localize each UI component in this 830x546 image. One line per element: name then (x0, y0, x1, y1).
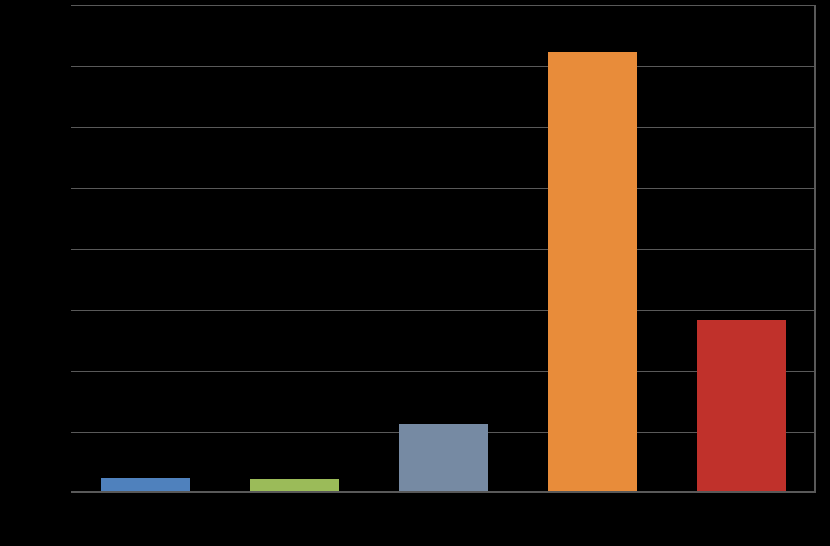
gridline (71, 127, 816, 128)
x-axis-line (71, 491, 816, 493)
plot-area (71, 5, 816, 493)
bar-c1 (101, 478, 190, 491)
gridline (71, 66, 816, 67)
bar-chart (0, 0, 830, 546)
gridline (71, 310, 816, 311)
right-axis-line (814, 5, 816, 493)
bar-c5 (697, 320, 786, 491)
gridline (71, 249, 816, 250)
bar-c3 (399, 424, 488, 491)
bar-c2 (250, 479, 339, 491)
gridline (71, 188, 816, 189)
bar-c4 (548, 52, 637, 491)
gridline (71, 5, 816, 6)
